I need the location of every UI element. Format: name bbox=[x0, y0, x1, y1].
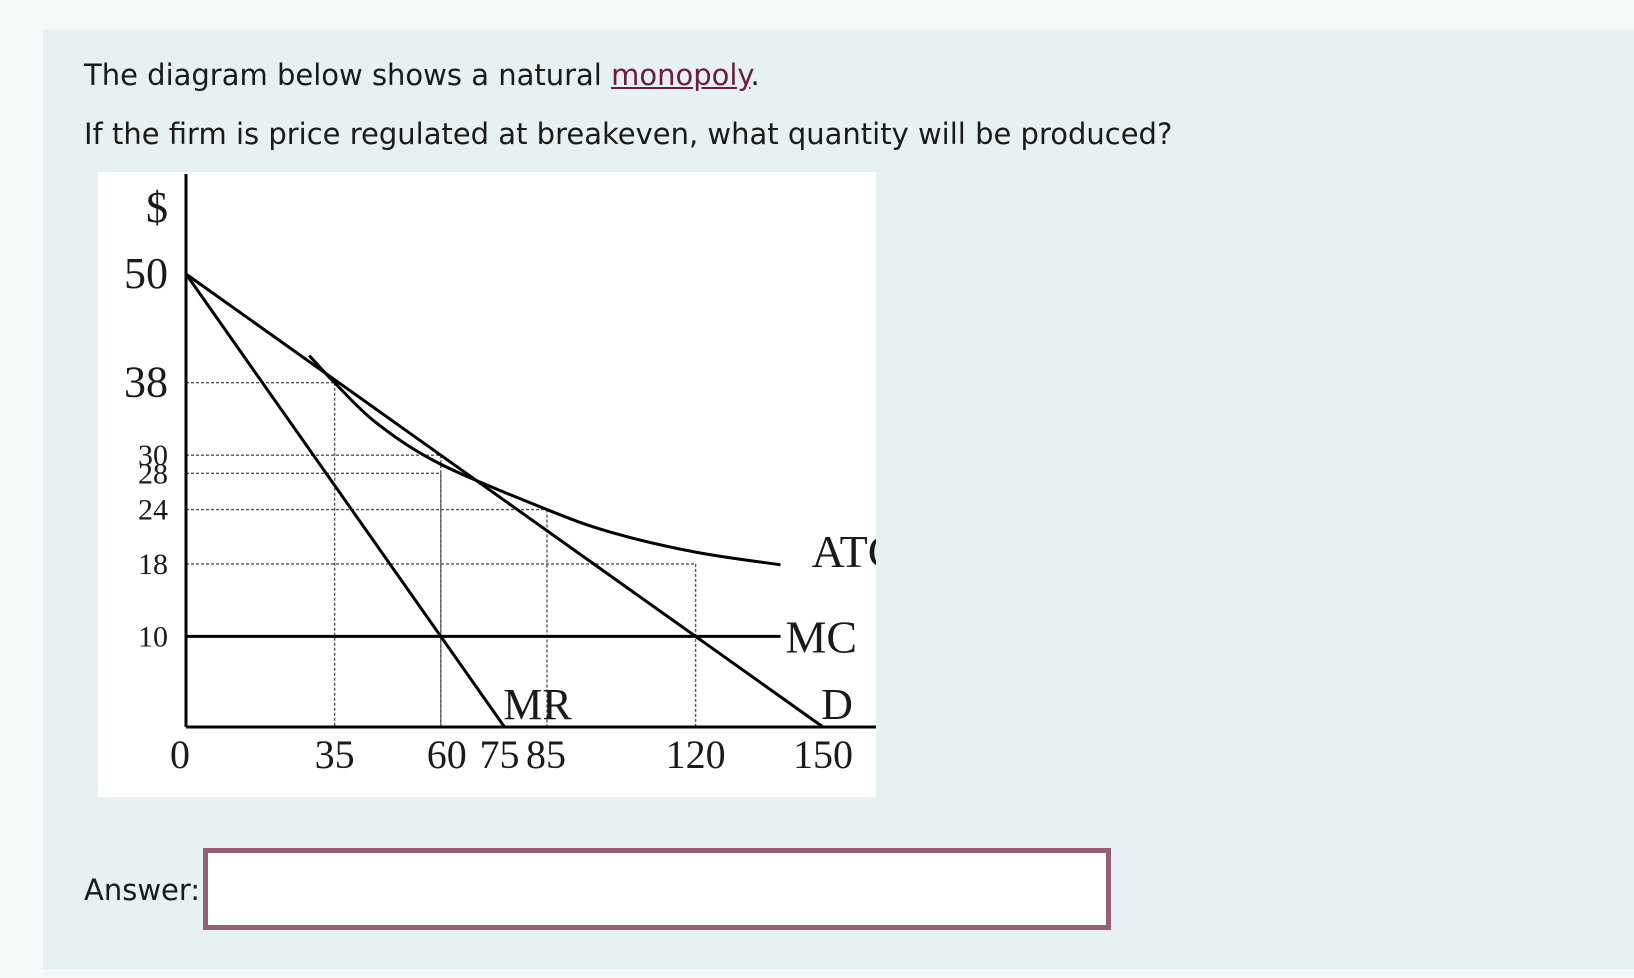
question-text-suffix: . bbox=[750, 58, 760, 92]
x-tick-label-0: 0 bbox=[170, 732, 190, 777]
question-line-2: If the firm is price regulated at breake… bbox=[84, 117, 1173, 151]
x-tick-label-3: 75 bbox=[480, 732, 520, 777]
x-tick-label-6: 150 bbox=[793, 732, 853, 777]
series-mc-label: MC bbox=[786, 611, 858, 662]
y-tick-label-2: 30 bbox=[138, 439, 168, 472]
series-mr-label: MR bbox=[503, 680, 572, 729]
y-tick-label-0: 50 bbox=[124, 249, 168, 298]
natural-monopoly-diagram: DMRMCATC50383028241810$035607585120150Q bbox=[98, 172, 876, 797]
y-tick-label-6: 10 bbox=[138, 620, 168, 653]
question-line-1: The diagram below shows a natural monopo… bbox=[84, 61, 760, 90]
question-text-prefix: The diagram below shows a natural bbox=[84, 58, 612, 92]
monopoly-glossary-link[interactable]: monopoly bbox=[611, 58, 751, 92]
y-tick-label-5: 18 bbox=[138, 548, 168, 581]
y-tick-label-4: 24 bbox=[138, 494, 168, 527]
x-tick-label-4: 85 bbox=[526, 732, 566, 777]
x-tick-label-2: 60 bbox=[427, 732, 467, 777]
y-tick-label-3: 28 bbox=[138, 457, 168, 490]
series-mr-line bbox=[184, 273, 506, 728]
series-atc-line bbox=[308, 354, 781, 567]
series-atc-label: ATC bbox=[812, 526, 876, 577]
x-tick-label-5: 120 bbox=[666, 732, 726, 777]
y-tick-label-1: 38 bbox=[124, 358, 168, 407]
x-tick-label-1: 35 bbox=[315, 732, 355, 777]
answer-input[interactable] bbox=[203, 848, 1111, 930]
answer-label: Answer: bbox=[84, 873, 201, 907]
series-d-label: D bbox=[821, 680, 853, 729]
series-d-line bbox=[185, 272, 824, 729]
chart-svg: DMRMCATC50383028241810$035607585120150Q bbox=[124, 174, 876, 777]
y-axis-label: $ bbox=[146, 183, 168, 232]
